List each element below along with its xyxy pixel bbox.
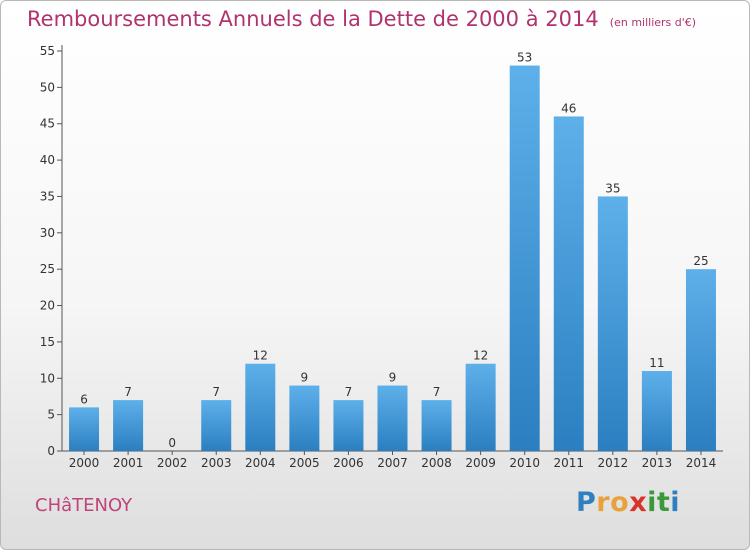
logo-letter: x xyxy=(629,487,648,518)
y-tick-label: 30 xyxy=(40,226,55,240)
x-tick-label: 2003 xyxy=(201,456,232,470)
bar xyxy=(289,385,320,451)
bars xyxy=(69,65,716,452)
y-tick-label: 0 xyxy=(47,444,55,458)
bar xyxy=(641,371,672,451)
logo-letter: P xyxy=(576,487,597,518)
x-tick-label: 2014 xyxy=(686,456,717,470)
value-labels: 6 7 0 7 12 9 7 9 7 12 53 46 35 11 25 xyxy=(80,51,708,450)
bar xyxy=(113,400,144,451)
x-tick-label: 2005 xyxy=(289,456,320,470)
bar xyxy=(245,363,276,451)
bar xyxy=(201,400,232,451)
value-label: 12 xyxy=(473,349,488,363)
value-label: 7 xyxy=(124,385,132,399)
value-label: 9 xyxy=(301,371,309,385)
bar xyxy=(465,363,496,451)
bar xyxy=(553,116,584,452)
value-label: 9 xyxy=(389,371,397,385)
x-tick-label: 2013 xyxy=(642,456,673,470)
value-label: 46 xyxy=(561,101,576,115)
y-tick-label: 5 xyxy=(47,408,55,422)
x-tick-label: 2006 xyxy=(333,456,364,470)
value-label: 6 xyxy=(80,392,88,406)
y-tick-label: 35 xyxy=(40,189,55,203)
value-label: 35 xyxy=(605,181,620,195)
logo-letter: i xyxy=(647,487,657,518)
x-tick-label: 2010 xyxy=(509,456,540,470)
x-tick-label: 2000 xyxy=(69,456,100,470)
x-tick-label: 2008 xyxy=(421,456,452,470)
x-tick-label: 2002 xyxy=(157,456,188,470)
x-tick-label: 2011 xyxy=(553,456,584,470)
y-tick-label: 40 xyxy=(40,153,55,167)
value-label: 11 xyxy=(649,356,664,370)
value-label: 0 xyxy=(168,436,176,450)
x-tick-label: 2009 xyxy=(465,456,496,470)
title-row: Remboursements Annuels de la Dette de 20… xyxy=(27,7,696,31)
x-tick-label: 2007 xyxy=(377,456,408,470)
bar xyxy=(685,269,716,451)
value-label: 7 xyxy=(212,385,220,399)
value-label: 53 xyxy=(517,51,532,65)
y-tick-label: 10 xyxy=(40,371,55,385)
bar xyxy=(421,400,452,451)
x-tick-label: 2001 xyxy=(113,456,144,470)
y-tick-label: 55 xyxy=(40,44,55,58)
y-tick-label: 50 xyxy=(40,80,55,94)
y-tick-label: 25 xyxy=(40,262,55,276)
value-label: 12 xyxy=(253,349,268,363)
logo-letter: r xyxy=(596,487,611,518)
town-name: CHâTENOY xyxy=(35,495,133,516)
y-tick-label: 15 xyxy=(40,335,55,349)
y-tick-label: 45 xyxy=(40,117,55,131)
bar xyxy=(597,196,628,451)
logo-letter: t xyxy=(656,487,671,518)
bar xyxy=(509,65,540,451)
axes: 0 5 10 15 20 25 30 35 40 45 50 55 2000 2001 2002 2003 20… xyxy=(40,44,723,470)
x-tick-label: 2004 xyxy=(245,456,276,470)
proxiti-logo: Proxiti xyxy=(576,487,680,518)
bar xyxy=(377,385,408,451)
value-label: 7 xyxy=(345,385,353,399)
y-tick-label: 20 xyxy=(40,299,55,313)
chart-title: Remboursements Annuels de la Dette de 20… xyxy=(27,7,599,31)
x-tick-label: 2012 xyxy=(598,456,629,470)
value-label: 7 xyxy=(433,385,441,399)
bar xyxy=(69,407,100,451)
bar xyxy=(333,400,364,451)
value-label: 25 xyxy=(693,254,708,268)
logo-letter: o xyxy=(610,487,630,518)
chart-unit: (en milliers d'€) xyxy=(609,16,697,29)
logo-letter: i xyxy=(670,487,681,518)
